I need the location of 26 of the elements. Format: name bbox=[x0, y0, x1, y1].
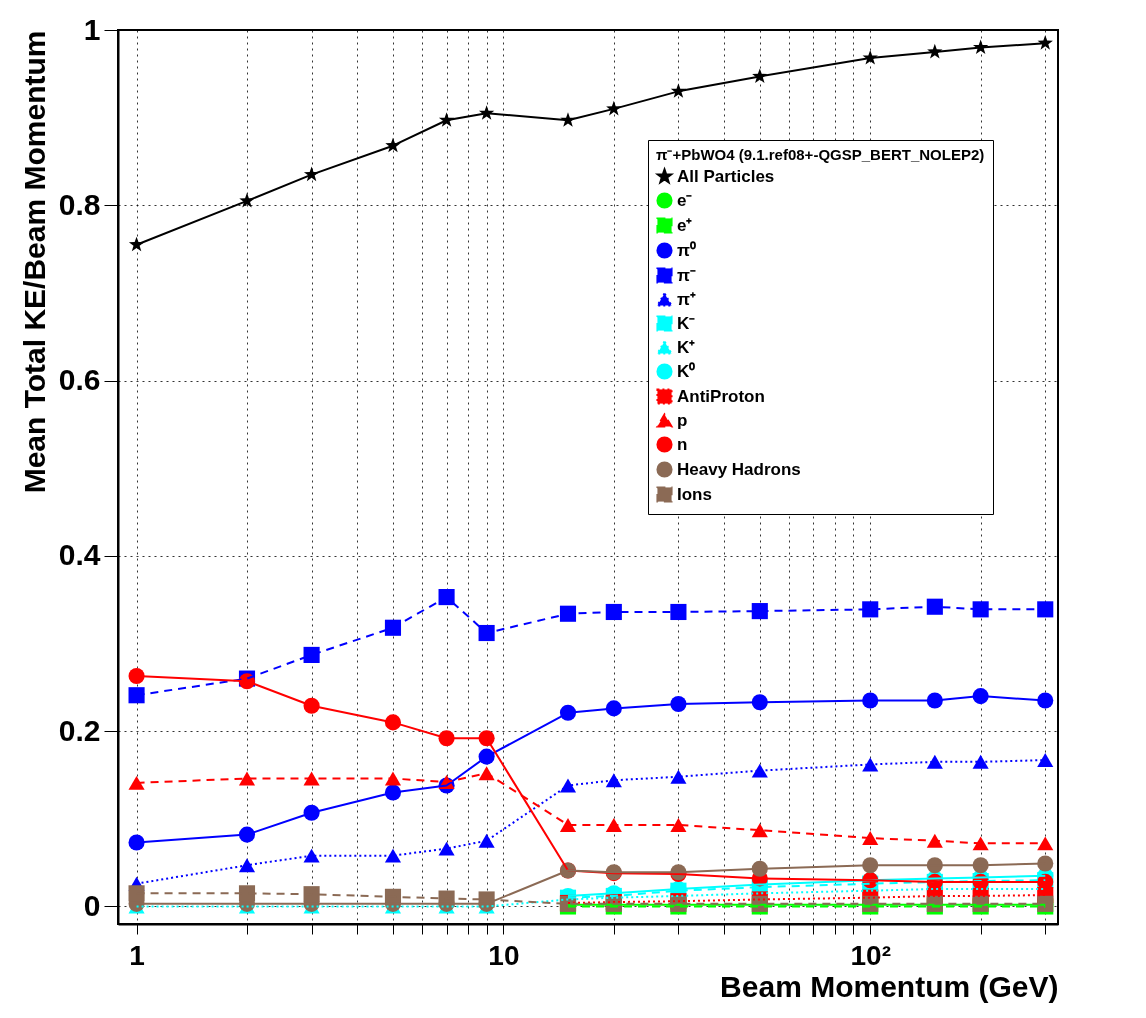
legend-label: p bbox=[677, 410, 688, 430]
legend-label: K⁰ bbox=[677, 361, 696, 381]
x-axis-title: Beam Momentum (GeV) bbox=[720, 969, 1059, 1003]
x-tick-label: 1 bbox=[129, 939, 145, 971]
legend-label: π⁰ bbox=[677, 240, 697, 260]
legend-label: Ions bbox=[677, 484, 712, 504]
x-tick-label: 10² bbox=[850, 939, 891, 971]
x-tick-label: 10 bbox=[488, 939, 520, 971]
y-tick-label: 0.8 bbox=[58, 187, 101, 221]
y-tick-label: 1 bbox=[83, 12, 101, 46]
legend-label: Heavy Hadrons bbox=[677, 459, 801, 479]
legend-label: π⁻ bbox=[677, 265, 697, 285]
y-tick-label: 0.6 bbox=[58, 363, 101, 397]
legend-title: π⁻+PbWO4 (9.1.ref08+-QGSP_BERT_NOLEP2) bbox=[656, 146, 985, 163]
legend-label: K⁻ bbox=[677, 313, 696, 333]
legend-label: AntiProton bbox=[677, 386, 765, 406]
legend-label: π⁺ bbox=[677, 289, 697, 309]
legend-label: n bbox=[677, 434, 688, 454]
y-tick-label: 0 bbox=[83, 888, 101, 922]
legend-label: K⁺ bbox=[677, 337, 696, 357]
legend-label: All Particles bbox=[677, 166, 775, 186]
y-axis-title: Mean Total KE/Beam Momentum bbox=[17, 30, 51, 494]
legend-label: e⁻ bbox=[677, 190, 693, 210]
legend-label: e⁺ bbox=[677, 215, 693, 235]
y-tick-label: 0.4 bbox=[58, 538, 101, 572]
y-tick-label: 0.2 bbox=[58, 713, 101, 747]
